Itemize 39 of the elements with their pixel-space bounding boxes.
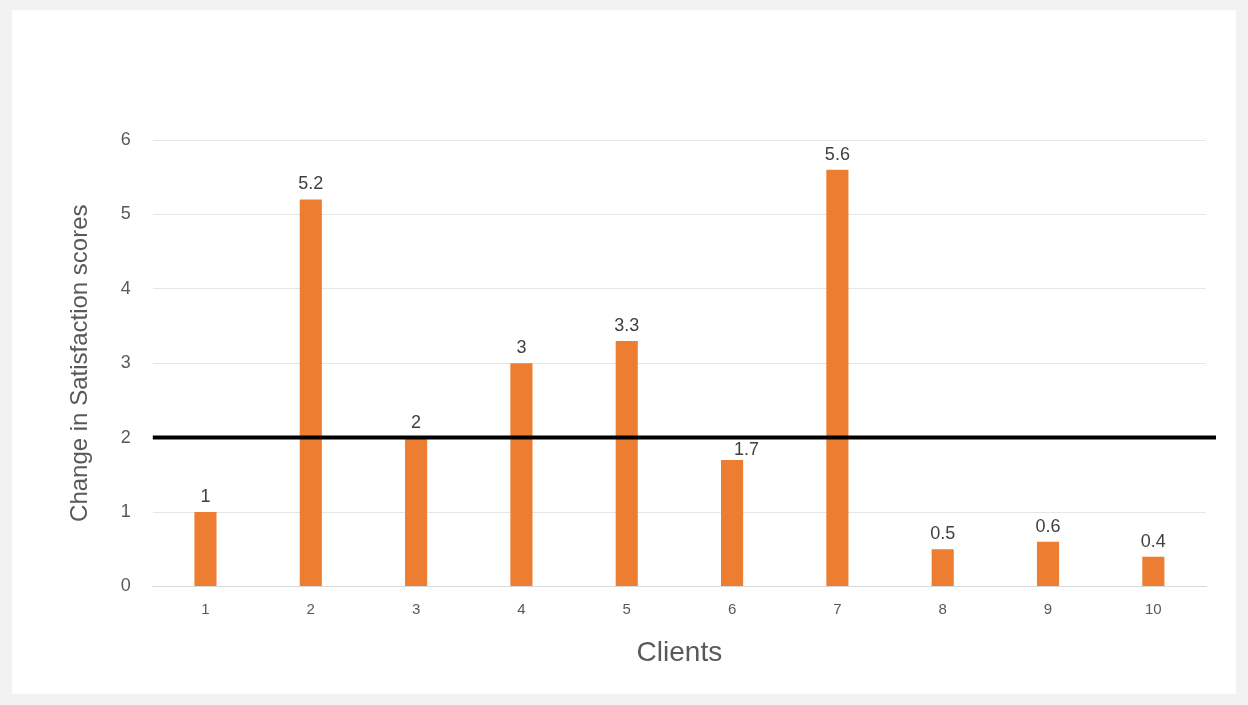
bar bbox=[405, 437, 428, 586]
data-label: 1 bbox=[200, 485, 211, 506]
y-tick-label: 2 bbox=[120, 426, 131, 447]
bar bbox=[1142, 556, 1165, 586]
x-tick-label: 10 bbox=[1145, 599, 1162, 617]
bar bbox=[299, 199, 322, 586]
x-tick-label: 7 bbox=[833, 599, 842, 617]
data-label: 3 bbox=[516, 337, 527, 358]
bar bbox=[194, 512, 217, 586]
data-label: 0.4 bbox=[1140, 530, 1166, 551]
x-tick-label: 4 bbox=[517, 599, 526, 617]
data-label: 2 bbox=[411, 411, 422, 432]
y-axis-title: Change in Satisfaction scores bbox=[65, 204, 93, 522]
y-tick-label: 0 bbox=[120, 575, 131, 596]
x-tick-label: 3 bbox=[411, 599, 421, 617]
y-tick-label: 6 bbox=[120, 128, 131, 149]
x-tick-label: 2 bbox=[306, 599, 315, 617]
y-tick-label: 1 bbox=[120, 500, 131, 521]
data-label: 5.6 bbox=[824, 143, 850, 164]
x-axis-title: Clients bbox=[636, 635, 723, 667]
x-tick-label: 8 bbox=[938, 599, 947, 617]
x-tick-label: 5 bbox=[622, 599, 631, 617]
bar bbox=[510, 363, 533, 586]
x-tick-label: 9 bbox=[1043, 599, 1053, 617]
data-label: 3.3 bbox=[614, 314, 640, 335]
y-tick-label: 3 bbox=[120, 352, 131, 373]
bar bbox=[615, 340, 638, 586]
y-tick-label: 4 bbox=[120, 277, 131, 298]
y-tick-label: 5 bbox=[120, 203, 131, 224]
x-tick-label: 6 bbox=[727, 599, 737, 617]
data-label: 0.6 bbox=[1035, 515, 1061, 536]
data-label: 0.5 bbox=[930, 523, 956, 544]
bar bbox=[826, 169, 849, 586]
data-label: 1.7 bbox=[734, 438, 760, 459]
x-tick-label: 1 bbox=[201, 599, 210, 617]
bar bbox=[931, 549, 954, 586]
bar bbox=[721, 459, 744, 586]
data-label: 5.2 bbox=[298, 173, 324, 194]
bar bbox=[1036, 541, 1060, 586]
